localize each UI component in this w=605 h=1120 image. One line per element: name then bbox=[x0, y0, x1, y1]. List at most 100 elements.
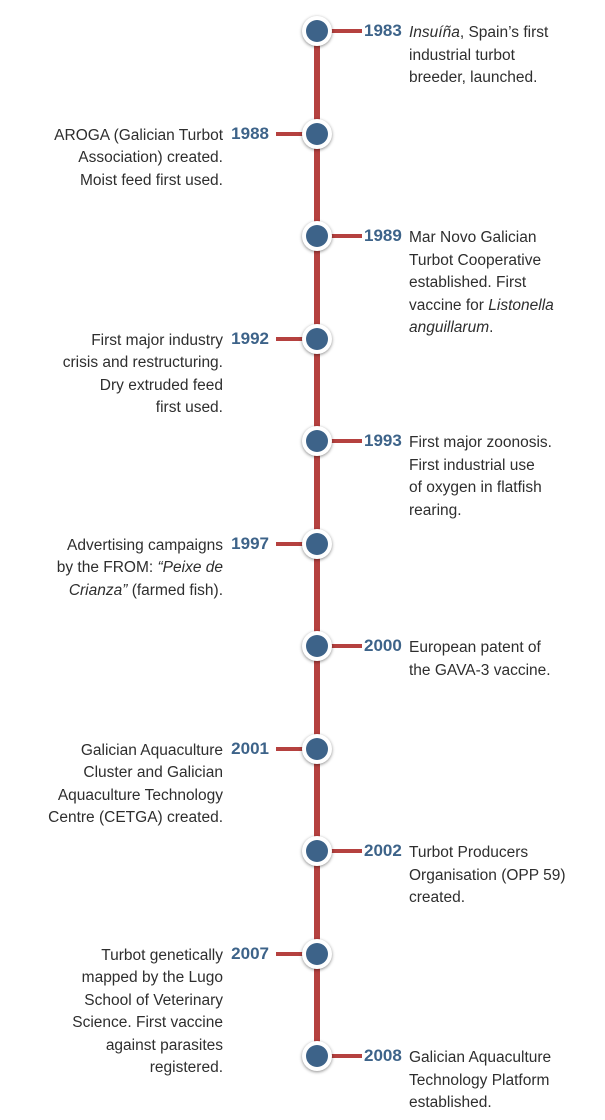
text-segment: Dry extruded feed bbox=[99, 376, 223, 394]
event-year: 1989 bbox=[364, 226, 402, 245]
description-line: by the FROM: “Peixe de bbox=[57, 557, 223, 580]
text-segment: , Spain’s first bbox=[459, 24, 549, 41]
description-line: vaccine for Listonella bbox=[409, 295, 554, 318]
text-segment: Turbot Cooperative bbox=[409, 251, 542, 269]
timeline-node-icon bbox=[302, 16, 332, 46]
text-segment: Science. First vaccine bbox=[72, 1014, 223, 1032]
text-segment: Galician Aquaculture bbox=[80, 741, 223, 759]
text-segment: Aquaculture Technology bbox=[57, 786, 223, 804]
description-line: first used. bbox=[63, 397, 223, 420]
event-year: 2008 bbox=[364, 1046, 402, 1065]
text-segment: the GAVA-3 vaccine. bbox=[409, 661, 551, 679]
connector-line bbox=[318, 644, 362, 648]
event-description: Turbot genetically mapped by the Lugo Scho… bbox=[72, 945, 223, 1081]
description-line: First major industry bbox=[63, 330, 223, 353]
text-segment: breeder, launched. bbox=[409, 69, 538, 87]
description-line: industrial turbot bbox=[409, 45, 548, 68]
description-line: Advertising campaigns bbox=[57, 535, 223, 558]
connector-line bbox=[276, 951, 320, 956]
timeline-node-icon bbox=[302, 938, 332, 969]
event-year: 1988 bbox=[231, 123, 269, 143]
text-segment: against parasites bbox=[105, 1036, 223, 1054]
timeline-node-icon bbox=[302, 631, 332, 661]
event-description: Mar Novo Galician Turbot Cooperative estab… bbox=[409, 227, 554, 340]
italic-text: Listonella bbox=[488, 296, 554, 314]
text-segment: First major zoonosis. bbox=[409, 434, 552, 451]
connector-line bbox=[318, 439, 362, 443]
connector-line bbox=[276, 131, 320, 136]
text-segment: Organisation (OPP 59) bbox=[409, 866, 566, 884]
description-line: established. First bbox=[409, 272, 554, 295]
event-year: 1992 bbox=[231, 328, 269, 348]
description-line: AROGA (Galician Turbot bbox=[54, 125, 223, 148]
timeline-node-icon bbox=[302, 1041, 332, 1071]
italic-text: Crianza” bbox=[68, 581, 128, 599]
text-segment: Moist feed first used. bbox=[79, 171, 223, 189]
text-segment: registered. bbox=[149, 1059, 223, 1077]
event-year: 2002 bbox=[364, 841, 402, 860]
connector-line bbox=[318, 1054, 362, 1058]
italic-text: Insuíña bbox=[409, 24, 460, 41]
timeline-node-icon bbox=[302, 221, 332, 251]
text-segment: vaccine for bbox=[409, 296, 489, 314]
timeline-node-icon bbox=[302, 426, 332, 456]
text-segment: mapped by the Lugo bbox=[81, 969, 223, 987]
event-description: AROGA (Galician Turbot Association) creat… bbox=[54, 125, 223, 193]
description-line: First industrial use bbox=[409, 455, 552, 478]
event-year: 1983 bbox=[364, 21, 402, 40]
event-description: First major industry crisis and restructu… bbox=[63, 330, 223, 420]
description-line: established. bbox=[409, 1092, 551, 1115]
timeline-node-icon bbox=[302, 733, 332, 764]
text-segment: by the FROM: bbox=[56, 559, 158, 577]
text-segment: established. First bbox=[409, 274, 527, 292]
event-year: 1993 bbox=[364, 431, 402, 450]
text-segment: School of Veterinary bbox=[84, 991, 223, 1009]
text-segment: industrial turbot bbox=[409, 46, 515, 64]
connector-line bbox=[318, 849, 362, 853]
text-segment: AROGA (Galician Turbot bbox=[54, 126, 223, 144]
text-segment: Advertising campaigns bbox=[67, 536, 223, 554]
text-segment: Association) created. bbox=[78, 149, 223, 167]
connector-line bbox=[318, 29, 362, 33]
description-line: Organisation (OPP 59) bbox=[409, 865, 566, 888]
text-segment: established. bbox=[409, 1094, 492, 1112]
text-segment: crisis and restructuring. bbox=[62, 354, 223, 372]
description-line: the GAVA-3 vaccine. bbox=[409, 660, 551, 683]
event-description: Turbot Producers Organisation (OPP 59) cre… bbox=[409, 842, 566, 910]
description-line: crisis and restructuring. bbox=[63, 352, 223, 375]
description-line: Mar Novo Galician bbox=[409, 227, 554, 250]
text-segment: Centre (CETGA) created. bbox=[48, 809, 223, 827]
text-segment: Technology Platform bbox=[409, 1071, 550, 1089]
description-line: Association) created. bbox=[54, 147, 223, 170]
description-line: created. bbox=[409, 887, 566, 910]
text-segment: European patent of bbox=[409, 639, 541, 656]
text-segment: of oxygen in flatfish bbox=[409, 479, 542, 497]
event-year: 2000 bbox=[364, 636, 402, 655]
connector-line bbox=[276, 541, 320, 546]
description-line: Science. First vaccine bbox=[72, 1012, 223, 1035]
event-year: 2001 bbox=[231, 738, 269, 758]
description-line: registered. bbox=[72, 1057, 223, 1080]
description-line: Crianza” (farmed fish). bbox=[57, 580, 223, 603]
description-line: European patent of bbox=[409, 637, 551, 660]
description-line: Centre (CETGA) created. bbox=[48, 807, 223, 830]
description-line: First major zoonosis. bbox=[409, 432, 552, 455]
description-line: Cluster and Galician bbox=[48, 762, 223, 785]
text-segment: rearing. bbox=[409, 501, 462, 519]
description-line: Moist feed first used. bbox=[54, 170, 223, 193]
event-year: 1997 bbox=[231, 533, 269, 553]
description-line: anguillarum. bbox=[409, 317, 554, 340]
description-line: Insuíña, Spain’s first bbox=[409, 22, 548, 45]
text-segment: Turbot Producers bbox=[409, 844, 529, 861]
event-description: Advertising campaigns by the FROM: “Peixe… bbox=[57, 535, 223, 603]
connector-line bbox=[276, 336, 320, 341]
timeline-node-icon bbox=[302, 528, 332, 559]
timeline-node-icon bbox=[302, 836, 332, 866]
event-description: Galician Aquaculture Technology Platform e… bbox=[409, 1047, 551, 1115]
description-line: Turbot Producers bbox=[409, 842, 566, 865]
text-segment: (farmed fish). bbox=[127, 581, 223, 599]
text-segment: First industrial use bbox=[409, 456, 535, 474]
description-line: Dry extruded feed bbox=[63, 375, 223, 398]
description-line: Turbot genetically bbox=[72, 945, 223, 968]
connector-line bbox=[276, 746, 320, 751]
